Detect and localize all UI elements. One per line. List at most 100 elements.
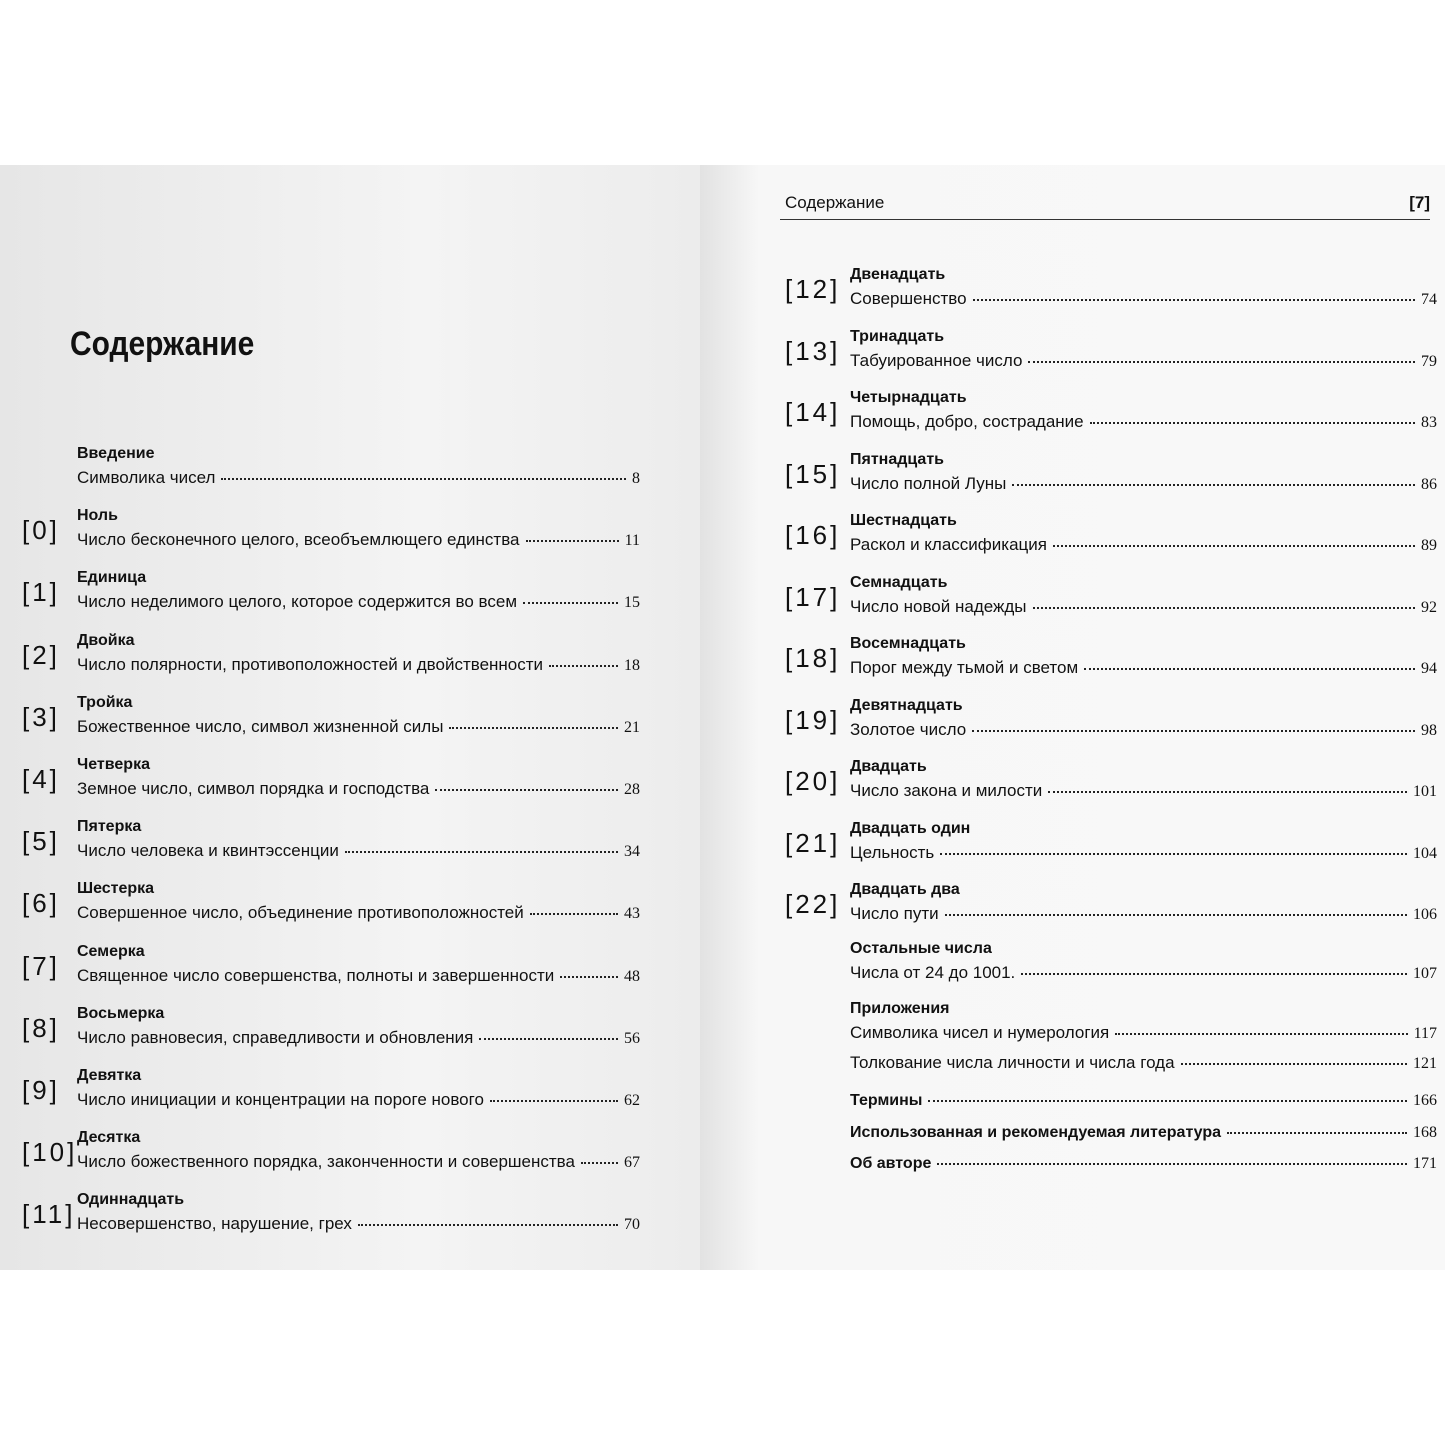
page-ref: 89 <box>1421 537 1437 554</box>
entry-heading: Шестерка <box>77 880 155 898</box>
entry-heading: Десятка <box>77 1129 141 1147</box>
entry-heading: Тринадцать <box>850 327 945 345</box>
dot-leader <box>1021 973 1407 975</box>
entry-number: [3] <box>22 701 60 732</box>
page-ref: 168 <box>1413 1124 1437 1141</box>
toc-line: Использованная и рекомендуемая литератур… <box>850 1124 1437 1142</box>
page-ref: 92 <box>1421 598 1437 616</box>
dot-leader <box>549 664 618 667</box>
toc-line: Раскол и классификация 89 <box>850 535 1437 555</box>
entry-number: [7] <box>22 950 60 981</box>
page-ref: 43 <box>624 905 640 923</box>
dot-leader <box>221 478 626 480</box>
page-ref: 11 <box>624 532 640 550</box>
dot-leader <box>1089 422 1415 424</box>
entry-text: Толкование числа личности и числа года <box>850 1053 1175 1072</box>
entry-heading: Восемнадцать <box>850 635 966 652</box>
entry-number: [19] <box>785 704 841 735</box>
dot-leader <box>972 299 1415 301</box>
entry-number: [14] <box>785 397 841 427</box>
dot-leader <box>525 540 619 543</box>
entry-text: Число человека и квинтэссенции <box>77 841 339 861</box>
dot-leader <box>489 1100 618 1102</box>
entry-number: [18] <box>785 643 841 673</box>
page-ref: 107 <box>1413 965 1437 982</box>
toc-line: Цельность 104 <box>850 843 1437 863</box>
entry-text: Золотое число <box>850 719 967 739</box>
toc-line: Символика чисел 8 <box>77 468 640 488</box>
entry-number: [9] <box>22 1075 60 1105</box>
page-ref: 18 <box>624 656 640 674</box>
page-ref: 21 <box>624 718 640 736</box>
entry-heading: Семерка <box>77 942 145 960</box>
entry-heading: Двадцать два <box>850 881 960 898</box>
toc-line: Числа от 24 до 1001. 107 <box>850 963 1437 983</box>
entry-text: Порог между тьмой и светом <box>850 658 1079 677</box>
page-ref: 15 <box>624 594 640 612</box>
entry-number: [13] <box>785 335 841 366</box>
page-ref: 117 <box>1413 1025 1437 1042</box>
dot-leader <box>1053 545 1415 547</box>
page-ref: 70 <box>624 1216 640 1234</box>
toc-line: Число бесконечного целого, всеобъемлющег… <box>77 530 640 550</box>
dot-leader <box>449 726 618 729</box>
toc-line: Число закона и милости 101 <box>850 781 1437 801</box>
entry-text: Число неделимого целого, которое содержи… <box>77 592 518 612</box>
entry-heading: Девятнадцать <box>850 696 963 714</box>
toc-line: Табуированное число 79 <box>850 351 1437 371</box>
toc-line: Священное число совершенства, полноты и … <box>77 966 640 986</box>
entry-heading: Двадцать один <box>850 819 971 837</box>
entry-heading: Четырнадцать <box>850 389 967 406</box>
entry-text: Число полярности, противоположностей и д… <box>77 654 544 674</box>
toc-line: Число неделимого целого, которое содержи… <box>77 592 640 612</box>
entry-number: [1] <box>22 577 60 608</box>
dot-leader <box>1084 668 1415 670</box>
dot-leader <box>523 602 618 605</box>
page-ref: 8 <box>632 470 640 487</box>
entry-heading: Шестнадцать <box>850 512 957 529</box>
dot-leader <box>1115 1033 1408 1035</box>
toc-line: Число равновесия, справедливости и обнов… <box>77 1028 640 1048</box>
entry-text: Число божественного порядка, законченнос… <box>77 1152 575 1172</box>
entry-number: [10] <box>22 1137 78 1168</box>
entry-text: Помощь, добро, сострадание <box>850 412 1084 431</box>
entry-text: Числа от 24 до 1001. <box>850 963 1016 982</box>
left-page: Содержание Введение Символика чисел 8 [0] Но… <box>0 165 700 1270</box>
toc-line: Число полной Луны 86 <box>850 474 1437 494</box>
dot-leader <box>560 975 618 978</box>
entry-text: Раскол и классификация <box>850 535 1047 554</box>
entry-number: [15] <box>785 458 841 489</box>
toc-line: Совершенство 74 <box>850 289 1437 309</box>
dot-leader <box>1048 791 1407 793</box>
entry-number: [12] <box>785 274 841 304</box>
page-ref: 101 <box>1413 783 1437 800</box>
page-ref: 74 <box>1421 291 1437 308</box>
dot-leader <box>1227 1132 1407 1134</box>
entry-number: [17] <box>785 581 841 612</box>
entry-heading: Семнадцать <box>850 573 948 591</box>
entry-heading: Одиннадцать <box>77 1191 185 1209</box>
entry-heading: Приложения <box>850 1000 950 1017</box>
page-ref: 56 <box>624 1029 640 1047</box>
entry-text: Совершенное число, объединение противопо… <box>77 903 524 923</box>
toc-line: Божественное число, символ жизненной сил… <box>77 717 640 737</box>
entry-heading: Остальные числа <box>850 940 992 957</box>
entry-number: [22] <box>785 889 841 919</box>
toc-line: Толкование числа личности и числа года 12… <box>850 1053 1437 1073</box>
entry-text: Несовершенство, нарушение, грех <box>77 1214 352 1234</box>
toc-line: Об авторе 171 <box>850 1155 1437 1173</box>
entry-heading: Четверка <box>77 756 150 773</box>
entry-heading: Восьмерка <box>77 1004 165 1022</box>
entry-number: [2] <box>22 639 60 670</box>
entry-number: [16] <box>785 520 841 550</box>
toc-line: Золотое число 98 <box>850 720 1437 740</box>
dot-leader <box>940 852 1407 855</box>
entry-text: Символика чисел <box>77 468 216 487</box>
toc-line: Число полярности, противоположностей и д… <box>77 655 640 675</box>
entry-heading: Ноль <box>77 507 118 525</box>
right-page: Содержание [7] [12] Двенадцать Совершенств… <box>700 165 1445 1270</box>
entry-text: Божественное число, символ жизненной сил… <box>77 716 444 736</box>
entry-number: [0] <box>22 515 60 546</box>
toc-line: Термины 166 <box>850 1092 1437 1110</box>
entry-text: Число новой надежды <box>850 596 1027 616</box>
